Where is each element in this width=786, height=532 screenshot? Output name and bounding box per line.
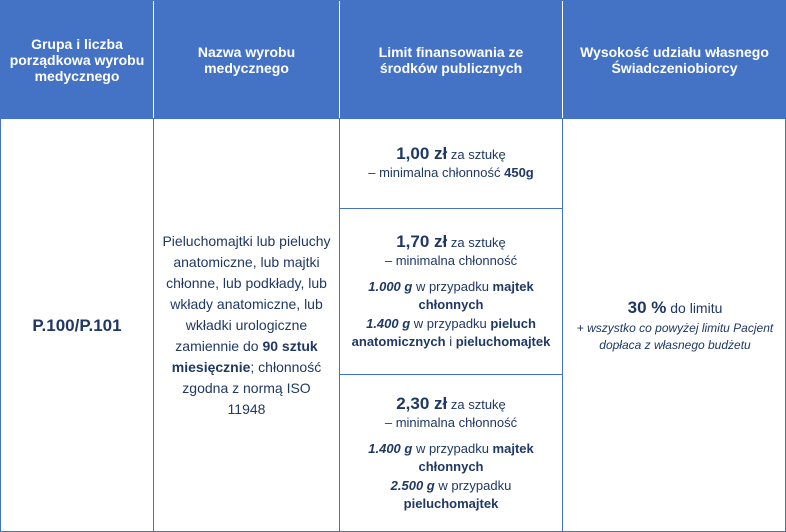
limit2-detail2: 1.400 g w przypadku pieluch anatomicznyc…: [348, 315, 554, 351]
limit1-sub1: – minimalna chłonność: [368, 165, 504, 180]
reimbursement-table: Grupa i liczba porządkowa wyrobu medyczn…: [0, 0, 786, 532]
share-unit: do limitu: [666, 300, 722, 316]
limit3-txt2: w przypadku: [435, 478, 512, 493]
cell-description: Pieluchomajtki lub pieluchy anatomiczne,…: [154, 118, 340, 532]
cell-code: P.100/P.101: [1, 118, 154, 532]
limit2-price: 1,70 zł: [396, 232, 447, 251]
limit3-val1: 1.400 g: [368, 441, 412, 456]
limit3-price-row: 2,30 zł za sztukę: [396, 394, 506, 414]
limit3-unit: za sztukę: [447, 397, 506, 412]
limit3-detail1: 1.400 g w przypadku majtek chłonnych: [348, 440, 554, 476]
header-limit: Limit finansowania ze środków publicznyc…: [340, 1, 563, 118]
limit1-unit: za sztukę: [447, 147, 506, 162]
limit3-bold2: pieluchomajtek: [404, 496, 499, 511]
limit2-detail1: 1.000 g w przypadku majtek chłonnych: [348, 278, 554, 314]
product-code: P.100/P.101: [32, 316, 121, 336]
limit2-val2: 1.400 g: [366, 316, 410, 331]
limit1-price: 1,00 zł: [396, 144, 447, 163]
limit1-price-row: 1,00 zł za sztukę: [396, 144, 506, 164]
cell-limit-1: 1,00 zł za sztukę – minimalna chłonność …: [340, 118, 563, 208]
cell-limit-3: 2,30 zł za sztukę – minimalna chłonność …: [340, 374, 563, 532]
limit3-detail2: 2.500 g w przypadku pieluchomajtek: [348, 477, 554, 513]
limit3-sub1: – minimalna chłonność: [385, 414, 517, 432]
limit1-bold1: 450g: [504, 165, 534, 180]
share-percent-row: 30 % do limitu: [628, 298, 723, 318]
cell-limit-2: 1,70 zł za sztukę – minimalna chłonność …: [340, 208, 563, 374]
desc-part1: Pieluchomajtki lub pieluchy anatomiczne,…: [162, 233, 330, 354]
share-percent: 30 %: [628, 298, 667, 317]
limit2-val1: 1.000 g: [368, 279, 412, 294]
header-share: Wysokość udziału własnego Świadczeniobio…: [563, 1, 786, 118]
limit3-txt1: w przypadku: [412, 441, 492, 456]
limit2-txt1: w przypadku: [412, 279, 492, 294]
header-group: Grupa i liczba porządkowa wyrobu medyczn…: [1, 1, 154, 118]
limit2-bold3: pieluchomajtek: [456, 334, 551, 349]
header-product: Nazwa wyrobu medycznego: [154, 1, 340, 118]
limit2-price-row: 1,70 zł za sztukę: [396, 232, 506, 252]
limit2-txt2: w przypadku: [410, 316, 490, 331]
limit1-sub: – minimalna chłonność 450g: [368, 164, 534, 182]
cell-share: 30 % do limitu + wszystko co powyżej lim…: [563, 118, 786, 532]
limit2-and: i: [446, 334, 456, 349]
limit2-sub1: – minimalna chłonność: [385, 252, 517, 270]
limit3-val2: 2.500 g: [391, 478, 435, 493]
limit3-price: 2,30 zł: [396, 394, 447, 413]
share-note: + wszystko co powyżej limitu Pacjent dop…: [571, 320, 779, 354]
limit2-unit: za sztukę: [447, 235, 506, 250]
product-description: Pieluchomajtki lub pieluchy anatomiczne,…: [162, 231, 331, 420]
